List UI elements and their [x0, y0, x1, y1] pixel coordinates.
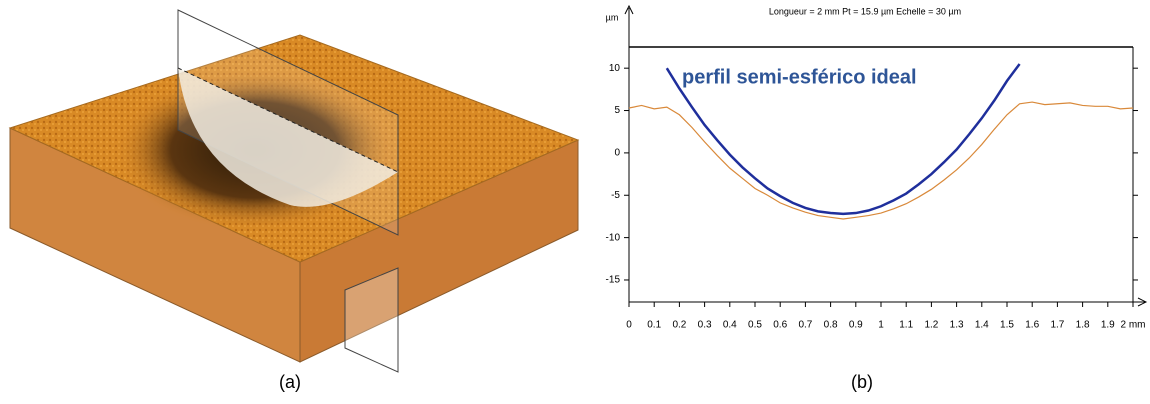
caption: (a): [279, 372, 301, 392]
caption: (b): [851, 372, 873, 392]
y-tick-label: -15: [606, 275, 621, 286]
x-tick-label: 1.5: [1000, 320, 1014, 331]
x-tick-label: 0.3: [698, 320, 712, 331]
y-tick-label: -5: [611, 190, 620, 201]
x-tick-label: 1.2: [924, 320, 938, 331]
chart-title: Longueur = 2 mm Pt = 15.9 µm Echelle = 3…: [769, 6, 961, 16]
y-axis-label: µm: [606, 12, 619, 22]
x-tick-label: 1.8: [1076, 320, 1090, 331]
x-tick-label: 0.2: [672, 320, 686, 331]
series-line: [629, 102, 1133, 219]
y-tick-label: -10: [606, 232, 621, 243]
x-tick-label: 1.4: [975, 320, 989, 331]
x-tick-label: 1.1: [899, 320, 913, 331]
x-tick-label: 1: [878, 320, 884, 331]
y-tick-label: 5: [614, 105, 620, 116]
figure: (a) (b) Longueur = 2 mm Pt = 15.9 µm Ech…: [0, 0, 1150, 404]
x-tick-label: 0.1: [647, 320, 661, 331]
surface-render: [10, 10, 578, 372]
plot: 10 5 0 -5 -10 -15 0 0.1 0.2 0.3 0.4 0.5 0.6 0.7 0.8 0.9…: [606, 6, 1146, 331]
x-tick-label: 0.5: [748, 320, 762, 331]
y-tick-label: 0: [614, 148, 620, 159]
x-tick-label: 2 mm: [1121, 320, 1146, 331]
x-tick-label: 0.8: [824, 320, 838, 331]
annotation: perfil semi-esférico ideal: [682, 66, 917, 88]
y-tick-label: 10: [609, 63, 621, 74]
x-tick-label: 0: [626, 320, 632, 331]
x-tick-label: 0.4: [723, 320, 737, 331]
x-tick-label: 0.7: [798, 320, 812, 331]
x-tick-label: 0.9: [849, 320, 863, 331]
x-tick-label: 1.6: [1025, 320, 1039, 331]
x-tick-label: 1.9: [1101, 320, 1115, 331]
x-tick-label: 1.7: [1050, 320, 1064, 331]
x-tick-label: 0.6: [773, 320, 787, 331]
x-tick-label: 1.3: [950, 320, 964, 331]
